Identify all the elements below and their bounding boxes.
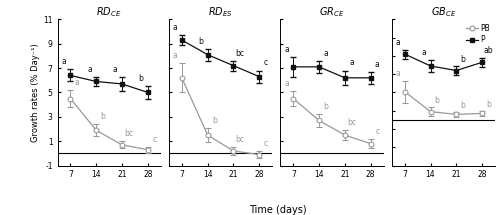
Y-axis label: Growth rates (% Day⁻¹): Growth rates (% Day⁻¹) bbox=[32, 43, 40, 142]
Title: $\mathit{RD}_{ES}$: $\mathit{RD}_{ES}$ bbox=[208, 6, 233, 19]
Title: $\mathit{RD}_{CE}$: $\mathit{RD}_{CE}$ bbox=[96, 6, 122, 19]
Text: bc: bc bbox=[236, 135, 244, 144]
Text: ab: ab bbox=[484, 46, 494, 55]
Text: Time (days): Time (days) bbox=[248, 205, 306, 215]
Text: a: a bbox=[324, 49, 328, 58]
Title: $\mathit{GR}_{CE}$: $\mathit{GR}_{CE}$ bbox=[320, 6, 344, 19]
Text: a: a bbox=[422, 48, 426, 57]
Legend: PB, P: PB, P bbox=[466, 23, 491, 45]
Text: b: b bbox=[324, 102, 328, 111]
Title: $\mathit{GB}_{CE}$: $\mathit{GB}_{CE}$ bbox=[431, 6, 456, 19]
Text: c: c bbox=[152, 135, 156, 144]
Text: b: b bbox=[460, 101, 466, 110]
Text: bc: bc bbox=[124, 129, 133, 138]
Text: a: a bbox=[375, 60, 380, 69]
Text: c: c bbox=[264, 58, 268, 68]
Text: b: b bbox=[212, 116, 216, 125]
Text: bc: bc bbox=[236, 49, 244, 58]
Text: a: a bbox=[396, 69, 400, 78]
Text: a: a bbox=[113, 64, 117, 74]
Text: b: b bbox=[198, 37, 203, 46]
Text: a: a bbox=[284, 79, 289, 88]
Text: bc: bc bbox=[347, 118, 356, 127]
Text: c: c bbox=[375, 127, 380, 136]
Text: a: a bbox=[62, 57, 66, 66]
Text: a: a bbox=[87, 64, 92, 74]
Text: c: c bbox=[264, 139, 268, 148]
Text: a: a bbox=[173, 51, 178, 60]
Text: b: b bbox=[138, 74, 143, 83]
Text: b: b bbox=[100, 112, 105, 121]
Text: a: a bbox=[74, 78, 80, 87]
Text: a: a bbox=[349, 58, 354, 68]
Text: a: a bbox=[396, 38, 400, 47]
Text: b: b bbox=[486, 100, 491, 109]
Text: a: a bbox=[173, 23, 178, 32]
Text: a: a bbox=[284, 45, 289, 54]
Text: b: b bbox=[460, 55, 466, 64]
Text: b: b bbox=[434, 96, 440, 105]
